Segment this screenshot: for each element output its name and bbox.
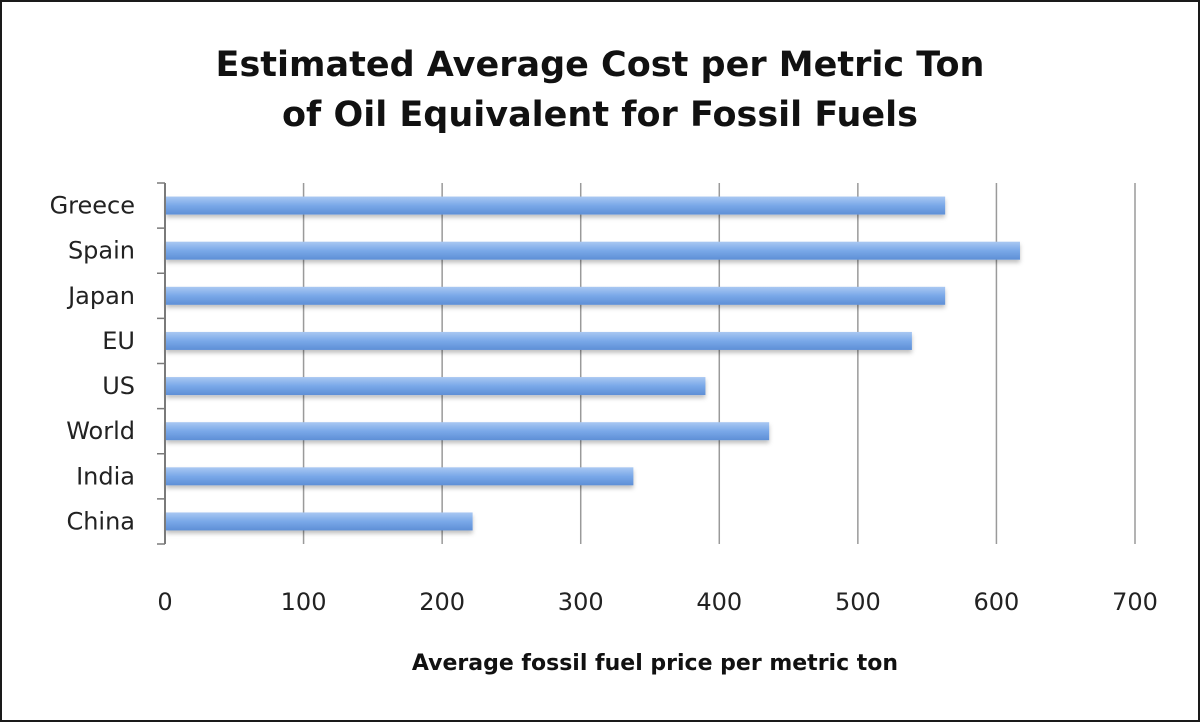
x-tick-label: 300: [558, 588, 604, 616]
x-tick-label: 600: [974, 588, 1020, 616]
y-category-label: US: [102, 372, 135, 400]
bar-india: [166, 467, 634, 486]
gridlines: [302, 183, 1136, 544]
x-tick-label: 200: [419, 588, 465, 616]
bar-china: [166, 512, 473, 531]
chart-title-line-1: Estimated Average Cost per Metric Ton: [215, 45, 985, 85]
x-tick-label: 0: [157, 588, 172, 616]
y-category-label: China: [66, 507, 135, 535]
y-category-label: World: [66, 417, 135, 445]
y-category-label: India: [76, 462, 135, 490]
bar-world: [166, 422, 770, 441]
x-axis-title: Average fossil fuel price per metric ton: [412, 651, 898, 676]
y-category-label: EU: [102, 327, 135, 355]
x-tick-label: 700: [1112, 588, 1158, 616]
bars: [166, 196, 1020, 531]
bar-eu: [166, 331, 912, 350]
y-category-label: Spain: [68, 237, 135, 265]
chart-title: Estimated Average Cost per Metric Ton of…: [2, 40, 1198, 140]
bar-greece: [166, 196, 946, 215]
bar-spain: [166, 241, 1020, 260]
x-tick-label: 500: [835, 588, 881, 616]
y-category-label: Greece: [50, 192, 135, 220]
axes: 0 100 200 300 400 500 600 700 Greece Spain Japan EU…: [50, 182, 1158, 616]
y-category-label: Japan: [66, 282, 135, 310]
chart-title-line-2: of Oil Equivalent for Fossil Fuels: [281, 95, 918, 135]
bar-japan: [166, 286, 946, 305]
x-tick-label: 100: [281, 588, 327, 616]
bar-us: [166, 377, 706, 396]
x-tick-label: 400: [696, 588, 742, 616]
